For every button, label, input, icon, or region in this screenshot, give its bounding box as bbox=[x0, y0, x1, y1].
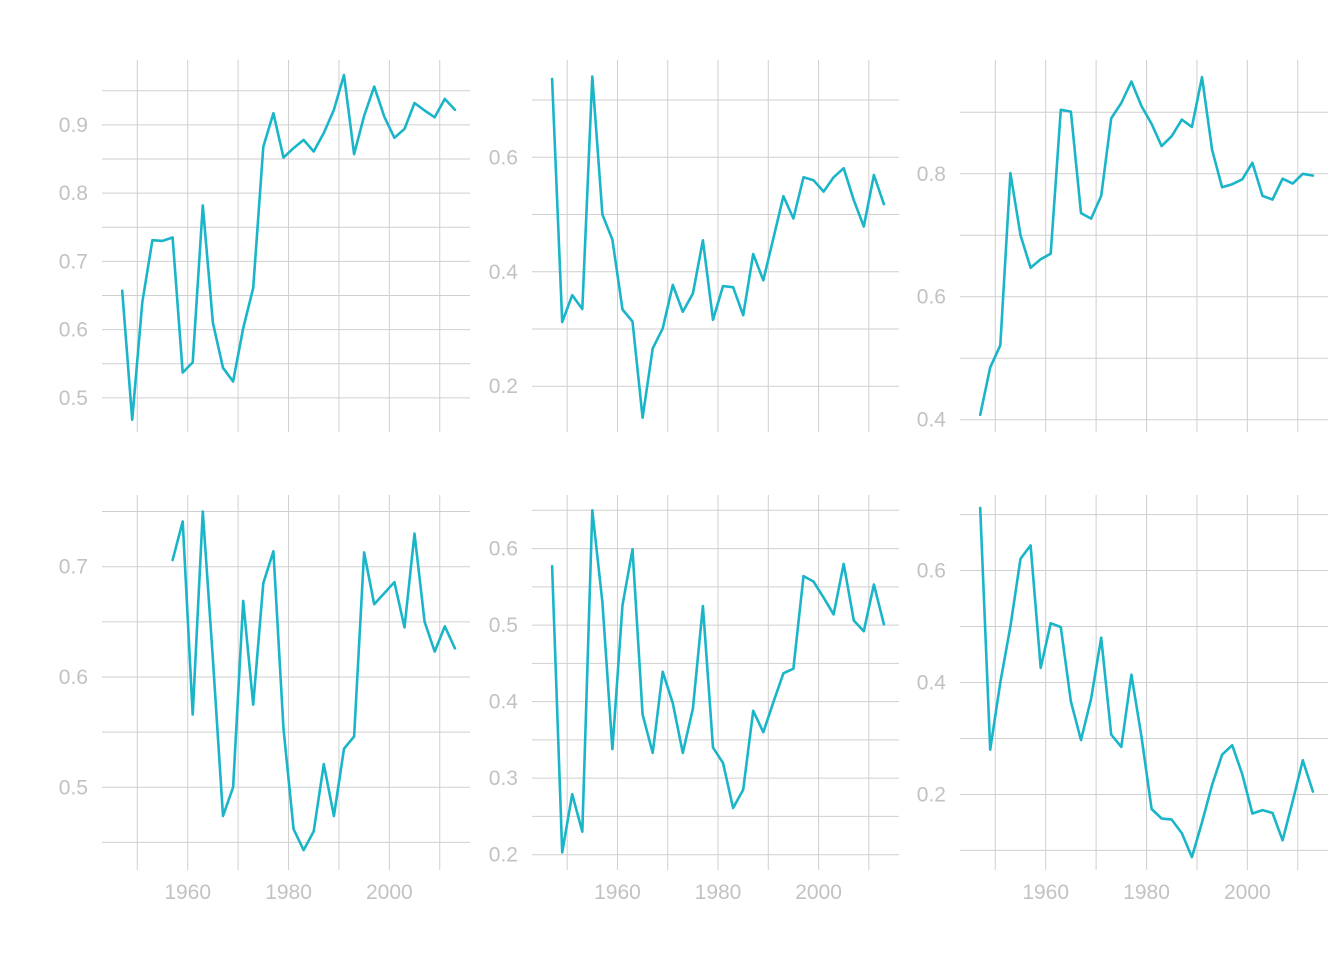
series-line bbox=[171, 510, 457, 852]
y-tick-label: 0.4 bbox=[489, 261, 519, 284]
panel-1: 0.5 0.6 0.7 0.8 0.9 bbox=[59, 60, 470, 432]
y-tick-label: 0.6 bbox=[489, 146, 518, 169]
y-tick-label: 0.6 bbox=[489, 538, 518, 561]
x-tick-label: 1980 bbox=[695, 881, 742, 904]
series-line bbox=[550, 508, 886, 854]
panel-4: 0.5 0.6 0.7 1960 1980 2000 bbox=[59, 495, 470, 904]
panel-5: 0.2 0.3 0.4 0.5 0.6 1960 1980 2000 bbox=[489, 495, 899, 904]
x-tick-label: 2000 bbox=[1224, 881, 1271, 904]
x-tick-label: 2000 bbox=[366, 881, 413, 904]
y-tick-label: 0.2 bbox=[489, 375, 518, 398]
y-tick-label: 0.7 bbox=[59, 556, 88, 579]
x-tick-label: 1960 bbox=[594, 881, 641, 904]
y-tick-label: 0.7 bbox=[59, 250, 88, 273]
series-line bbox=[120, 73, 457, 422]
x-tick-label: 1960 bbox=[1022, 881, 1069, 904]
y-tick-label: 0.2 bbox=[917, 783, 946, 806]
x-tick-label: 1980 bbox=[265, 881, 312, 904]
y-tick-label: 0.4 bbox=[489, 691, 519, 714]
y-tick-label: 0.9 bbox=[59, 114, 88, 137]
y-tick-label: 0.3 bbox=[489, 767, 518, 790]
y-tick-label: 0.5 bbox=[59, 776, 88, 799]
y-tick-label: 0.6 bbox=[59, 666, 88, 689]
series-line bbox=[550, 75, 886, 420]
y-tick-label: 0.6 bbox=[59, 319, 88, 342]
y-tick-label: 0.5 bbox=[59, 387, 88, 410]
x-tick-label: 1980 bbox=[1123, 881, 1170, 904]
series-line bbox=[978, 506, 1315, 859]
y-tick-label: 0.4 bbox=[917, 672, 947, 695]
panel-6: 0.2 0.4 0.6 1960 1980 2000 bbox=[917, 495, 1328, 904]
x-tick-label: 1960 bbox=[164, 881, 211, 904]
y-tick-label: 0.2 bbox=[489, 844, 518, 867]
panel-2: 0.2 0.4 0.6 bbox=[489, 60, 899, 432]
y-tick-label: 0.8 bbox=[59, 182, 88, 205]
y-tick-label: 0.6 bbox=[917, 560, 946, 583]
y-tick-label: 0.4 bbox=[917, 409, 947, 432]
series-line bbox=[978, 75, 1315, 417]
x-tick-label: 2000 bbox=[795, 881, 842, 904]
y-tick-label: 0.5 bbox=[489, 614, 518, 637]
panel-3: 0.4 0.6 0.8 bbox=[917, 60, 1328, 432]
y-tick-label: 0.6 bbox=[917, 286, 946, 309]
y-tick-label: 0.8 bbox=[917, 163, 946, 186]
